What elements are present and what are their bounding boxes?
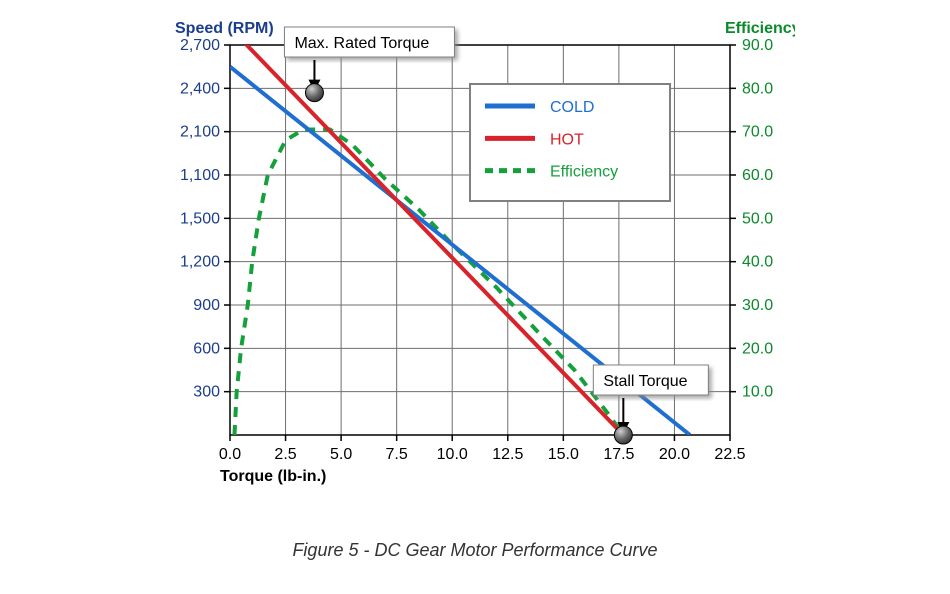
right-tick-label: 30.0 bbox=[742, 297, 773, 314]
bottom-tick-label: 17.5 bbox=[603, 446, 634, 463]
left-tick-label: 1,100 bbox=[180, 167, 220, 184]
left-tick-label: 900 bbox=[193, 297, 220, 314]
bottom-tick-label: 22.5 bbox=[714, 446, 745, 463]
bottom-tick-label: 15.0 bbox=[548, 446, 579, 463]
left-tick-label: 300 bbox=[193, 384, 220, 401]
left-tick-label: 2,400 bbox=[180, 80, 220, 97]
legend-item-hot-label: HOT bbox=[550, 131, 584, 148]
chart-container: 300 600 900 1,200 1,500 1,100 2,100 2,400 2,700 1… bbox=[155, 15, 795, 510]
left-axis-title: Speed (RPM) bbox=[175, 20, 274, 37]
bottom-tick-label: 2.5 bbox=[274, 446, 296, 463]
bottom-tick-label: 0.0 bbox=[219, 446, 241, 463]
marker-max-rated-torque bbox=[305, 84, 323, 102]
legend-item-cold-label: COLD bbox=[550, 99, 594, 116]
right-tick-label: 20.0 bbox=[742, 340, 773, 357]
bottom-tick-label: 12.5 bbox=[492, 446, 523, 463]
figure-caption: Figure 5 - DC Gear Motor Performance Cur… bbox=[0, 540, 950, 561]
right-tick-label: 40.0 bbox=[742, 254, 773, 271]
left-tick-label: 600 bbox=[193, 340, 220, 357]
right-axis-title: Efficiency bbox=[725, 20, 795, 37]
x-axis-title: Torque (lb-in.) bbox=[220, 468, 326, 485]
right-tick-label: 50.0 bbox=[742, 210, 773, 227]
right-tick-label: 80.0 bbox=[742, 80, 773, 97]
right-tick-label: 90.0 bbox=[742, 37, 773, 54]
left-tick-label: 1,200 bbox=[180, 254, 220, 271]
legend-item-efficiency-label: Efficiency bbox=[550, 164, 618, 181]
left-tick-label: 2,100 bbox=[180, 124, 220, 141]
right-tick-label: 10.0 bbox=[742, 384, 773, 401]
right-tick-label: 70.0 bbox=[742, 124, 773, 141]
callout-stall-torque-label: Stall Torque bbox=[603, 373, 687, 390]
bottom-tick-label: 5.0 bbox=[330, 446, 352, 463]
bottom-tick-label: 10.0 bbox=[437, 446, 468, 463]
bottom-tick-label: 20.0 bbox=[659, 446, 690, 463]
left-tick-label: 1,500 bbox=[180, 210, 220, 227]
callout-max-rated-torque-label: Max. Rated Torque bbox=[294, 35, 429, 52]
marker-stall-torque bbox=[614, 426, 632, 444]
right-tick-label: 60.0 bbox=[742, 167, 773, 184]
chart-svg: 300 600 900 1,200 1,500 1,100 2,100 2,400 2,700 1… bbox=[155, 15, 795, 505]
bottom-tick-label: 7.5 bbox=[386, 446, 408, 463]
left-tick-label: 2,700 bbox=[180, 37, 220, 54]
